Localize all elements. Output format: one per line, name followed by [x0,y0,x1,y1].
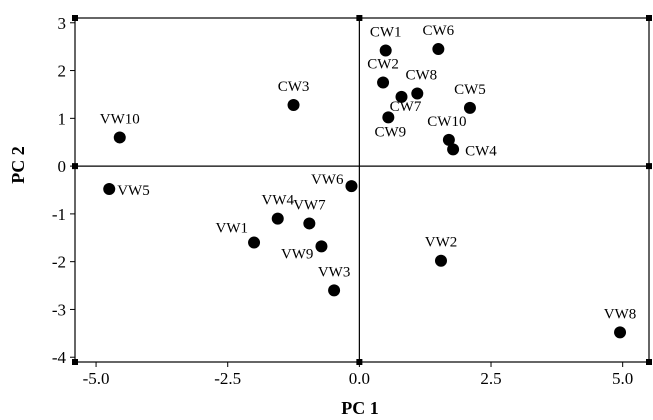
frame-handle [646,359,652,365]
data-point-cw7 [395,90,408,103]
y-tick-label: -1 [52,205,66,224]
data-points [103,43,627,339]
reference-lines [75,18,649,362]
y-tick-label: 0 [58,157,67,176]
data-point-vw5 [103,183,116,196]
y-tick-label: -2 [52,253,66,272]
data-point-vw4 [271,212,284,225]
frame-handle [72,15,78,21]
data-point-vw6 [345,180,358,193]
data-point-cw5 [463,101,476,114]
data-point-cw6 [432,43,445,56]
point-label-vw3: VW3 [318,264,351,280]
point-label-vw10: VW10 [100,111,140,127]
x-tick-label: -5.0 [83,369,110,388]
data-point-vw9 [315,240,328,253]
data-point-cw9 [382,111,395,124]
point-label-cw8: CW8 [405,67,437,83]
data-point-vw1 [248,236,261,249]
y-tick-label: 1 [58,109,67,128]
point-label-cw10: CW10 [427,114,466,130]
data-point-cw4 [447,143,460,156]
frame-handle [646,15,652,21]
point-label-cw3: CW3 [278,79,310,95]
point-label-vw9: VW9 [281,246,314,262]
data-point-vw7 [303,217,316,230]
data-point-cw8 [411,87,424,100]
x-tick-label: 0.0 [349,369,370,388]
plot-border [74,17,650,363]
y-tick-label: -4 [52,348,67,367]
data-point-cw3 [287,98,300,111]
y-axis-title: PC 2 [8,146,28,184]
point-label-vw4: VW4 [261,193,294,209]
point-label-cw2: CW2 [367,57,399,73]
point-label-cw9: CW9 [374,124,406,140]
y-tick-label: 3 [58,14,67,33]
x-tick-label: 2.5 [480,369,501,388]
axis-ticks: -5.0 -2.5 0.0 2.5 5.0 -4 -3 -2 -1 0 1 2 3 [52,14,633,388]
data-point-vw3 [328,284,341,297]
point-label-cw6: CW6 [423,23,455,39]
x-axis-title: PC 1 [341,398,379,418]
data-point-vw2 [434,254,447,267]
data-point-vw10 [113,131,126,144]
point-label-vw8: VW8 [604,306,637,322]
point-labels: CW1 CW6 CW2 CW8 CW7 CW5 CW3 CW9 CW10 CW4 VW10 VW5 VW… [100,23,637,322]
point-label-vw2: VW2 [425,235,458,251]
frame-handle [72,359,78,365]
x-tick-label: -2.5 [214,369,241,388]
data-point-cw2 [377,76,390,89]
data-point-cw1 [379,44,392,57]
point-label-cw5: CW5 [454,82,486,98]
point-label-vw7: VW7 [293,197,326,213]
point-label-cw7: CW7 [390,99,422,115]
x-tick-label: 5.0 [612,369,633,388]
y-tick-label: 2 [58,62,67,81]
data-point-cw10 [442,133,455,146]
point-label-vw6: VW6 [311,172,344,188]
data-point-vw8 [614,326,627,339]
y-tick-label: -3 [52,300,66,319]
plot-frame [72,15,652,365]
point-label-cw4: CW4 [465,143,497,159]
point-label-cw1: CW1 [370,24,402,40]
point-label-vw5: VW5 [117,183,150,199]
point-label-vw1: VW1 [216,221,249,237]
